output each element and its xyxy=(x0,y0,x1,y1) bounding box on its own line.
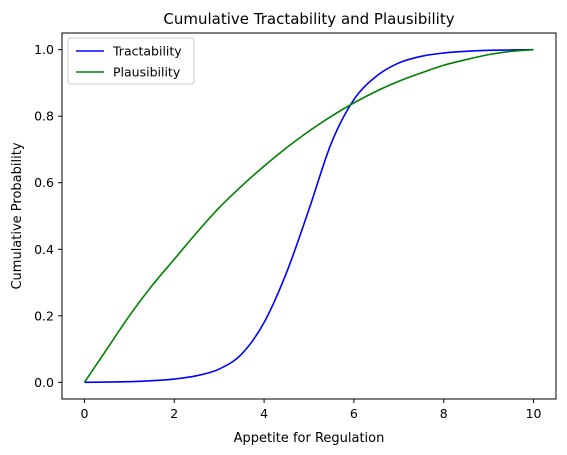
x-tick-label: 4 xyxy=(260,406,268,421)
series-line-plausibility xyxy=(83,48,534,383)
y-axis-label: Cumulative Probability xyxy=(10,142,25,289)
y-tick-label: 0.0 xyxy=(34,375,54,390)
legend: Tractability Plausibility xyxy=(67,37,195,85)
y-tick-label: 0.2 xyxy=(34,308,54,323)
y-tick-label: 0.8 xyxy=(34,109,54,124)
legend-label-tractability: Tractability xyxy=(112,44,182,59)
chart-title: Cumulative Tractability and Plausibility xyxy=(163,10,454,28)
x-tick-label: 10 xyxy=(526,406,542,421)
y-tick-label: 1.0 xyxy=(34,42,54,57)
y-tick-label: 0.4 xyxy=(34,242,54,257)
x-tick-label: 6 xyxy=(350,406,358,421)
y-axis-ticks: 0.0 0.2 0.4 0.6 0.8 1.0 xyxy=(34,42,62,390)
x-axis-label: Appetite for Regulation xyxy=(234,431,385,446)
series-line-tractability xyxy=(84,48,534,384)
plot-area-frame xyxy=(61,32,557,400)
legend-label-plausibility: Plausibility xyxy=(113,65,181,80)
y-tick-label: 0.6 xyxy=(34,175,54,190)
x-axis-ticks: 0 2 4 6 8 10 xyxy=(80,399,542,421)
x-tick-label: 2 xyxy=(170,406,178,421)
x-tick-label: 0 xyxy=(80,406,88,421)
x-tick-label: 8 xyxy=(440,406,448,421)
series-lines xyxy=(83,48,534,384)
